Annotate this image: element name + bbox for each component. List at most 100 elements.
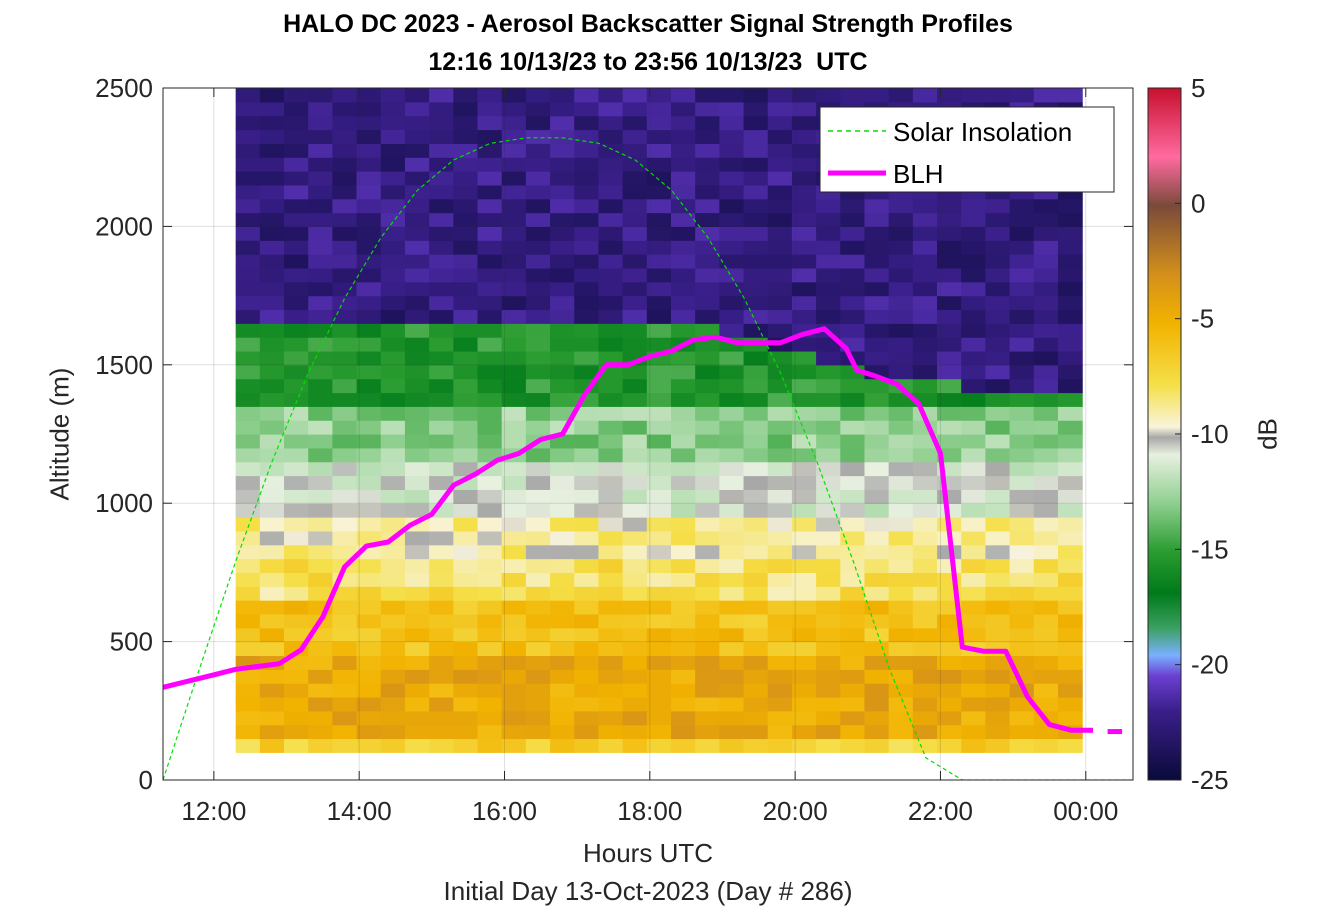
heatmap-cell: [840, 447, 866, 463]
heatmap-cell: [961, 447, 986, 463]
heatmap-cell: [332, 171, 358, 186]
heatmap-cell: [574, 143, 600, 158]
heatmap-cell: [743, 669, 769, 684]
heatmap-cell: [816, 198, 841, 214]
heatmap-cell: [1009, 406, 1035, 421]
heatmap-cell: [864, 710, 890, 726]
heatmap-cell: [622, 447, 648, 463]
heatmap-cell: [404, 171, 430, 186]
heatmap-cell: [550, 281, 575, 297]
heatmap-cell: [646, 171, 672, 186]
heatmap-cell: [308, 696, 333, 712]
heatmap-cell: [598, 696, 624, 712]
heatmap-cell: [670, 544, 696, 560]
heatmap-cell: [550, 198, 575, 214]
heatmap-cell: [453, 392, 479, 407]
heatmap-cell: [477, 613, 503, 629]
heatmap-cell: [308, 309, 333, 324]
heatmap-cell: [646, 641, 672, 657]
heatmap-cell: [695, 655, 720, 670]
heatmap-cell: [622, 530, 648, 546]
heatmap-cell: [791, 212, 817, 227]
heatmap-cell: [404, 350, 430, 366]
heatmap-cell: [235, 724, 261, 740]
heatmap-cell: [743, 115, 769, 131]
heatmap-cell: [719, 350, 745, 366]
heatmap-cell: [622, 434, 648, 449]
heatmap-cell: [235, 350, 261, 366]
heatmap-cell: [550, 323, 575, 338]
heatmap-cell: [429, 281, 454, 297]
heatmap-cell: [622, 503, 648, 518]
heatmap-cell: [598, 544, 624, 560]
heatmap-cell: [259, 157, 285, 172]
heatmap-cell: [332, 683, 358, 698]
heatmap-cell: [598, 198, 624, 214]
heatmap-cell: [961, 517, 986, 532]
heatmap-cell: [259, 212, 285, 227]
heatmap-cell: [767, 88, 793, 103]
heatmap-cell: [259, 503, 285, 518]
heatmap-cell: [646, 475, 672, 490]
heatmap-cell: [404, 544, 430, 560]
heatmap-cell: [284, 530, 309, 546]
heatmap-cell: [380, 420, 406, 435]
heatmap-cell: [985, 461, 1011, 477]
heatmap-cell: [937, 309, 962, 324]
heatmap-cell: [308, 157, 333, 172]
heatmap-cell: [550, 489, 575, 504]
heatmap-cell: [695, 226, 720, 241]
heatmap-cell: [1009, 212, 1035, 227]
heatmap-cell: [985, 295, 1011, 311]
heatmap-cell: [1033, 281, 1059, 297]
heatmap-cell: [1057, 738, 1083, 753]
heatmap-cell: [622, 683, 648, 698]
heatmap-cell: [816, 613, 841, 629]
heatmap-cell: [477, 309, 503, 324]
heatmap-cell: [816, 267, 841, 283]
heatmap-cell: [840, 198, 866, 214]
heatmap-cell: [743, 254, 769, 269]
heatmap-cell: [816, 350, 841, 366]
heatmap-cell: [622, 184, 648, 200]
heatmap-cell: [767, 669, 793, 684]
heatmap-cell: [622, 323, 648, 338]
heatmap-cell: [961, 572, 986, 587]
heatmap-cell: [501, 198, 527, 214]
heatmap-cell: [767, 212, 793, 227]
heatmap-cell: [284, 558, 309, 573]
heatmap-cell: [453, 586, 479, 601]
heatmap-cell: [259, 254, 285, 269]
heatmap-cell: [525, 710, 551, 726]
heatmap-cell: [453, 738, 479, 753]
heatmap-cell: [985, 627, 1011, 643]
heatmap-cell: [235, 392, 261, 407]
heatmap-cell: [550, 115, 575, 131]
heatmap-cell: [235, 309, 261, 324]
heatmap-cell: [404, 586, 430, 601]
heatmap-cell: [332, 157, 358, 172]
heatmap-cell: [404, 101, 430, 117]
heatmap-cell: [404, 254, 430, 269]
heatmap-cell: [743, 157, 769, 172]
heatmap-cell: [670, 143, 696, 158]
heatmap-cell: [259, 475, 285, 490]
heatmap-cell: [598, 350, 624, 366]
heatmap-cell: [743, 350, 769, 366]
heatmap-cell: [598, 558, 624, 573]
heatmap-cell: [646, 364, 672, 380]
heatmap-cell: [259, 586, 285, 601]
heatmap-cell: [284, 613, 309, 629]
heatmap-cell: [985, 378, 1011, 394]
heatmap-cell: [574, 724, 600, 740]
heatmap-cell: [695, 558, 720, 573]
heatmap-cell: [1033, 212, 1059, 227]
heatmap-cell: [767, 710, 793, 726]
heatmap-cell: [501, 738, 527, 753]
heatmap-cell: [356, 350, 382, 366]
heatmap-cell: [816, 503, 841, 518]
heatmap-cell: [816, 295, 841, 311]
heatmap-cell: [719, 586, 745, 601]
heatmap-cell: [501, 544, 527, 560]
heatmap-cell: [332, 115, 358, 131]
